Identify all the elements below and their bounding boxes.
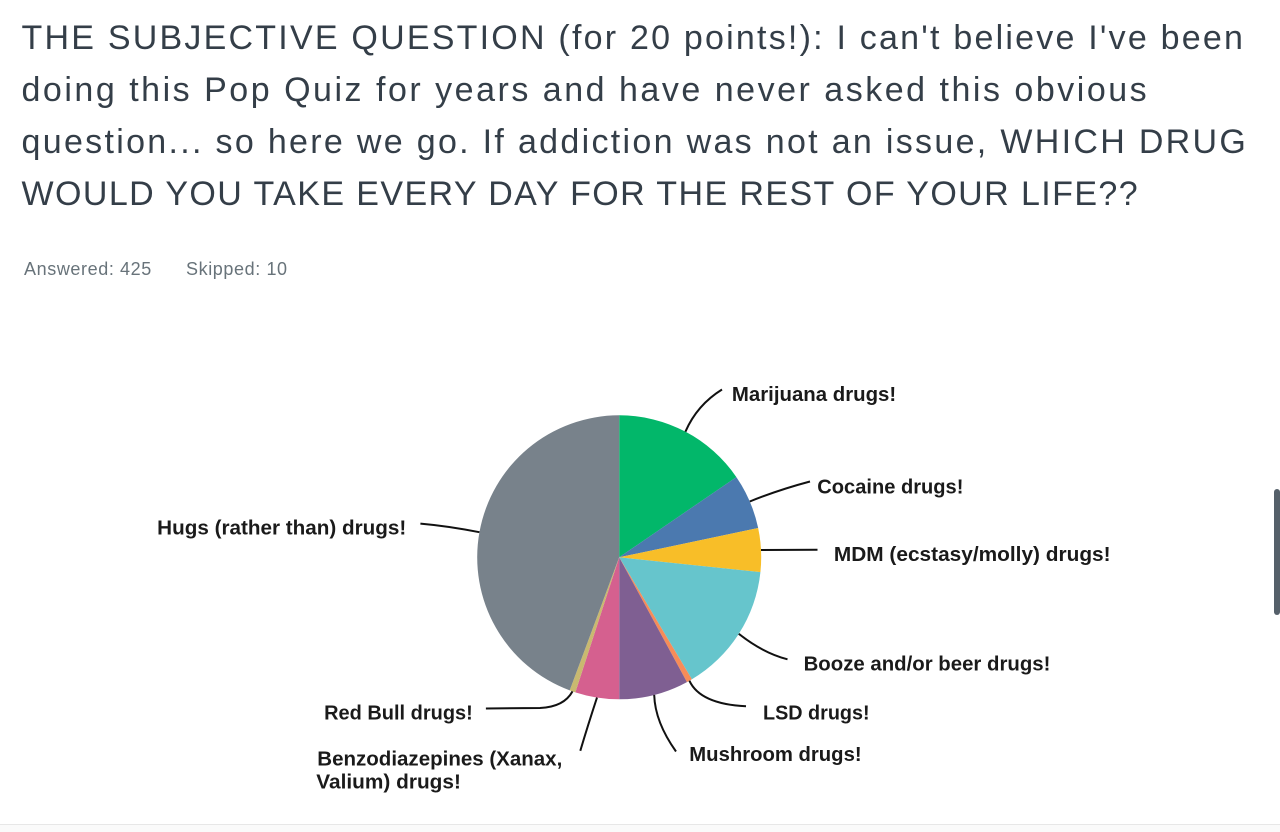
svg-text:Valium) drugs!: Valium) drugs!: [316, 772, 461, 794]
svg-text:Red Bull drugs!: Red Bull drugs!: [324, 703, 473, 725]
svg-text:Mushroom drugs!: Mushroom drugs!: [689, 744, 861, 766]
svg-text:LSD drugs!: LSD drugs!: [763, 702, 870, 724]
svg-text:Marijuana drugs!: Marijuana drugs!: [732, 384, 896, 406]
svg-text:Hugs (rather than) drugs!: Hugs (rather than) drugs!: [157, 518, 406, 540]
svg-text:Benzodiazepines (Xanax,: Benzodiazepines (Xanax,: [317, 748, 562, 770]
svg-text:Cocaine drugs!: Cocaine drugs!: [817, 476, 963, 498]
svg-text:MDM (ecstasy/molly) drugs!: MDM (ecstasy/molly) drugs!: [834, 544, 1111, 566]
svg-text:Booze and/or beer drugs!: Booze and/or beer drugs!: [804, 654, 1051, 676]
